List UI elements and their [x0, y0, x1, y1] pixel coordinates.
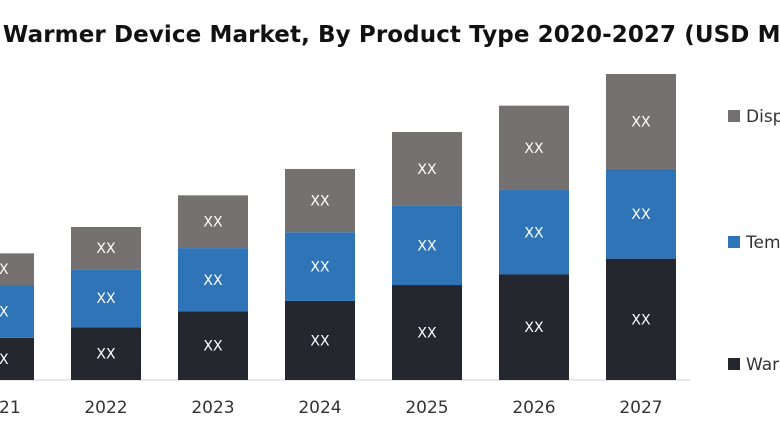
bar-segment-2026-series-1	[499, 190, 569, 275]
legend-label-series-2: Disposables	[746, 107, 780, 127]
data-label-2024-series-0: XX	[310, 333, 330, 349]
bar-segment-2022-series-1	[71, 269, 141, 328]
bar-segment-2021-series-2	[0, 253, 34, 286]
bar-segment-2022-series-2	[71, 227, 141, 270]
bar-segment-2025-series-1	[392, 205, 462, 286]
data-label-2026-series-2: XX	[524, 141, 544, 157]
legend-label-series-0: Warming Systems	[746, 355, 780, 375]
legend-label-series-1: Temperature Monitors	[745, 233, 780, 253]
x-tick-label-2023: 2023	[191, 398, 234, 418]
data-label-2026-series-1: XX	[524, 225, 544, 241]
chart-title: Fluid Warmer Device Market, By Product T…	[0, 22, 780, 48]
bar-segment-2027-series-0	[606, 258, 676, 380]
data-label-2026-series-0: XX	[524, 320, 544, 336]
legend-swatch-series-0	[728, 358, 740, 370]
x-tick-label-2024: 2024	[298, 398, 341, 418]
bar-segment-2024-series-1	[285, 232, 355, 301]
data-label-2025-series-2: XX	[417, 162, 437, 178]
bar-segment-2027-series-1	[606, 168, 676, 259]
bar-segment-2025-series-0	[392, 285, 462, 380]
data-label-2027-series-0: XX	[631, 312, 651, 328]
bar-segment-2023-series-2	[178, 195, 248, 249]
data-label-2023-series-2: XX	[203, 215, 223, 231]
bar-segment-2025-series-2	[392, 132, 462, 206]
x-tick-label-2021: 2021	[0, 398, 21, 418]
data-label-2027-series-1: XX	[631, 207, 651, 223]
data-label-2025-series-1: XX	[417, 238, 437, 254]
data-label-2021-series-2: XX	[0, 262, 9, 278]
bar-segment-2027-series-2	[606, 74, 676, 169]
x-tick-label-2027: 2027	[619, 398, 662, 418]
data-label-2022-series-1: XX	[96, 291, 116, 307]
bar-segment-2021-series-1	[0, 285, 34, 338]
data-label-2023-series-1: XX	[203, 273, 223, 289]
bar-segment-2026-series-0	[499, 274, 569, 380]
x-tick-label-2026: 2026	[512, 398, 555, 418]
bar-segment-2022-series-0	[71, 327, 141, 380]
bar-segment-2023-series-1	[178, 248, 248, 312]
x-tick-label-2022: 2022	[84, 398, 127, 418]
data-label-2021-series-0: XX	[0, 352, 9, 368]
bar-segment-2023-series-0	[178, 311, 248, 380]
legend-swatch-series-1	[728, 236, 740, 248]
data-label-2022-series-0: XX	[96, 347, 116, 363]
legend-swatch-series-2	[728, 110, 740, 122]
data-label-2024-series-1: XX	[310, 260, 330, 276]
data-label-2022-series-2: XX	[96, 241, 116, 257]
bar-segment-2021-series-0	[0, 337, 34, 380]
data-label-2027-series-2: XX	[631, 114, 651, 130]
x-tick-label-2025: 2025	[405, 398, 448, 418]
bar-segment-2024-series-2	[285, 168, 355, 233]
bar-segment-2024-series-0	[285, 300, 355, 380]
bar-segment-2026-series-2	[499, 105, 569, 191]
data-label-2024-series-2: XX	[310, 194, 330, 210]
data-label-2021-series-1: XX	[0, 304, 9, 320]
data-label-2025-series-0: XX	[417, 326, 437, 342]
data-label-2023-series-0: XX	[203, 339, 223, 355]
